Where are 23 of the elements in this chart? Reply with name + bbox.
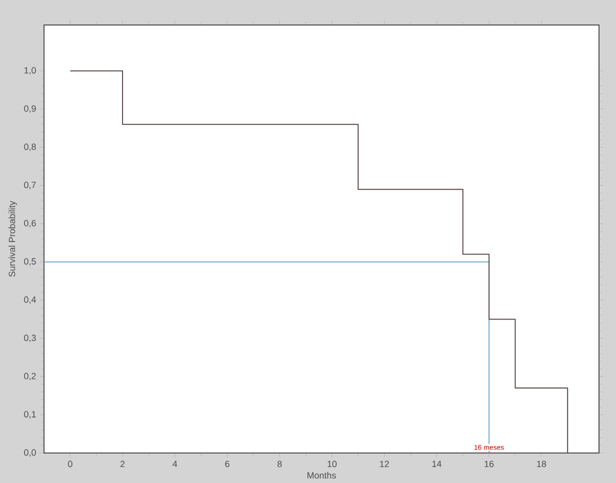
x-tick-label: 18 bbox=[537, 460, 546, 468]
y-tick-label: 1,0 bbox=[24, 67, 36, 75]
y-tick-label: 0,3 bbox=[24, 334, 36, 342]
x-tick-label: 16 bbox=[484, 460, 494, 468]
x-tick-label: 8 bbox=[278, 460, 282, 468]
y-tick-label: 0,4 bbox=[24, 296, 36, 304]
y-tick-label: 0,5 bbox=[24, 258, 36, 266]
x-tick-label: 0 bbox=[68, 460, 72, 468]
y-tick-label: 0,6 bbox=[24, 220, 36, 228]
y-axis-title: Survival Probability bbox=[8, 200, 17, 277]
x-tick-label: 14 bbox=[432, 460, 442, 467]
x-tick-label: 2 bbox=[120, 460, 125, 468]
y-tick-label: 0,7 bbox=[24, 182, 36, 190]
x-axis-title: Months bbox=[308, 472, 336, 479]
y-tick-label: 0,8 bbox=[24, 144, 36, 151]
x-tick-label: 12 bbox=[380, 460, 389, 468]
y-tick-label: 0,0 bbox=[24, 449, 36, 457]
y-tick-label: 0,1 bbox=[24, 411, 36, 418]
y-tick-label: 0,9 bbox=[24, 105, 36, 113]
y-tick-label: 0,2 bbox=[24, 372, 36, 380]
x-tick-label: 6 bbox=[225, 460, 230, 468]
x-tick-label: 10 bbox=[328, 460, 337, 468]
x-tick-label: 4 bbox=[172, 460, 178, 467]
